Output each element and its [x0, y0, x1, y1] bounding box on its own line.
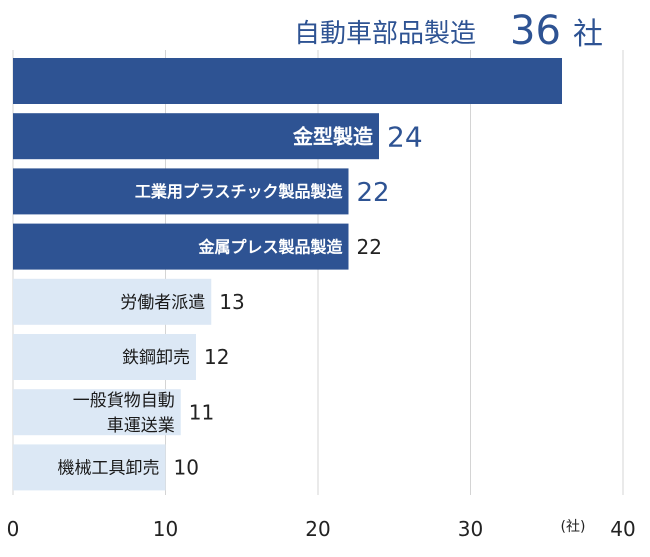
bar-6: [13, 389, 181, 436]
x-tick-label-0: 0: [7, 517, 20, 541]
value-suffix: 社: [573, 17, 603, 52]
value-label-2: 22: [357, 178, 390, 208]
value-label-4: 13: [219, 290, 244, 314]
x-axis-unit: (社): [561, 519, 586, 535]
category-label-7: 機械工具卸売: [58, 459, 160, 479]
bar-7: [13, 444, 166, 491]
value-label-6: 11: [189, 400, 214, 424]
bar-1: [13, 113, 379, 160]
category-label-5: 鉄鋼卸売: [122, 348, 190, 368]
x-tick-label-10: 10: [153, 517, 178, 541]
value-label-0: 36: [510, 8, 561, 54]
value-labels: 36 社 24 22 22 13 12 11 10: [174, 8, 604, 480]
x-tick-label-30: 30: [458, 517, 483, 541]
x-tick-label-20: 20: [305, 517, 330, 541]
value-label-1: 24: [387, 120, 423, 153]
x-axis: 0 10 20 30 40: [7, 517, 636, 541]
bar-5: [13, 334, 196, 380]
bar-4: [13, 278, 212, 325]
value-label-7: 10: [174, 456, 199, 480]
category-label-2: 工業用プラスチック製品製造: [135, 182, 344, 201]
category-label-0: 自動車部品製造: [294, 19, 476, 49]
value-label-5: 12: [204, 345, 229, 369]
category-label-1: 金型製造: [292, 124, 374, 148]
value-label-3: 22: [357, 235, 382, 259]
bar-labels: 自動車部品製造金型製造工業用プラスチック製品製造金属プレス製品製造労働者派遣鉄鋼…: [58, 19, 477, 479]
x-tick-label-40: 40: [610, 517, 635, 541]
bar-3: [13, 223, 349, 270]
category-label-4: 労働者派遣: [120, 293, 205, 313]
bar-0: [13, 58, 562, 104]
bars: [13, 58, 562, 491]
category-label-6-line-1: 車運送業: [107, 416, 175, 436]
bar-2: [13, 168, 349, 215]
category-label-6-line-0: 一般貨物自動: [73, 391, 175, 411]
category-label-3: 金属プレス製品製造: [197, 237, 343, 256]
